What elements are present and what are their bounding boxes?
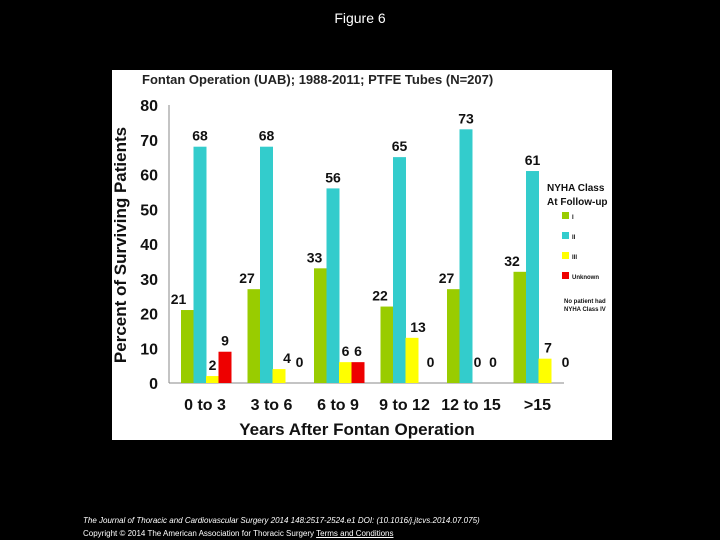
bar-i-4 <box>447 289 460 383</box>
legend-swatch-i <box>562 212 569 219</box>
legend-subtitle: At Follow-up <box>547 197 608 208</box>
y-tick-label: 10 <box>140 341 158 358</box>
bar-i-5 <box>513 271 527 383</box>
bar-ii-2 <box>326 188 340 383</box>
y-tick-label: 50 <box>140 202 158 219</box>
data-label-ii-3: 65 <box>392 138 408 154</box>
x-tick-label: >15 <box>524 397 551 414</box>
bar-ii-3 <box>393 157 406 383</box>
x-tick-label: 3 to 6 <box>251 397 293 414</box>
data-label-iii-5: 7 <box>544 340 552 356</box>
legend-swatch-ii <box>562 232 569 239</box>
data-label-iii-3: 13 <box>410 319 426 335</box>
legend-label-i: I <box>572 215 574 221</box>
footer-copyright-line: Copyright © 2014 The American Associatio… <box>83 529 394 538</box>
figure-title: Figure 6 <box>334 10 386 26</box>
bar-iii-0 <box>206 376 219 383</box>
data-label-unknown-3: 0 <box>427 354 435 370</box>
bar-ii-0 <box>193 146 207 383</box>
bar-chart: Fontan Operation (UAB); 1988-2011; PTFE … <box>112 72 608 439</box>
bar-i-0 <box>181 310 194 383</box>
legend-swatch-unknown <box>562 272 569 279</box>
chart-title: Fontan Operation (UAB); 1988-2011; PTFE … <box>142 72 493 87</box>
footer-citation: The Journal of Thoracic and Cardiovascul… <box>83 516 480 525</box>
chart-figure: Fontan Operation (UAB); 1988-2011; PTFE … <box>112 70 612 440</box>
data-label-iii-4: 0 <box>474 354 482 370</box>
y-tick-label: 60 <box>140 168 158 185</box>
legend-label-iii: III <box>572 255 577 261</box>
x-tick-label: 6 to 9 <box>317 397 359 414</box>
legend-note: No patient had <box>564 299 606 305</box>
data-label-ii-5: 61 <box>525 152 541 168</box>
y-tick-label: 40 <box>140 237 158 254</box>
data-label-ii-4: 73 <box>458 110 474 126</box>
data-label-ii-2: 56 <box>325 169 341 185</box>
x-tick-label: 9 to 12 <box>379 397 430 414</box>
legend-label-ii: II <box>572 235 576 241</box>
y-tick-label: 70 <box>140 133 158 150</box>
data-label-unknown-2: 6 <box>354 343 362 359</box>
data-label-ii-1: 68 <box>259 128 275 144</box>
data-label-unknown-4: 0 <box>489 354 497 370</box>
bar-iii-1 <box>272 369 286 383</box>
legend-swatch-iii <box>562 252 569 259</box>
legend-title: NYHA Class <box>547 183 605 194</box>
x-tick-label: 12 to 15 <box>441 397 501 414</box>
data-label-iii-0: 2 <box>209 357 217 373</box>
y-tick-label: 80 <box>140 98 158 115</box>
terms-link[interactable]: Terms and Conditions <box>316 529 394 538</box>
y-axis-label: Percent of Surviving Patients <box>112 127 130 363</box>
bar-ii-1 <box>260 146 273 383</box>
bar-iii-3 <box>405 337 419 383</box>
data-label-i-3: 22 <box>372 288 388 304</box>
x-tick-label: 0 to 3 <box>184 397 226 414</box>
data-label-ii-0: 68 <box>192 128 208 144</box>
footer-copyright: Copyright © 2014 The American Associatio… <box>83 529 315 538</box>
bar-i-3 <box>380 306 394 383</box>
bar-i-2 <box>314 268 327 383</box>
data-label-i-0: 21 <box>171 291 187 307</box>
bar-iii-2 <box>339 362 352 383</box>
bar-i-1 <box>247 289 261 383</box>
bar-iii-5 <box>538 358 552 383</box>
data-label-unknown-5: 0 <box>562 354 570 370</box>
data-label-unknown-0: 9 <box>221 333 229 349</box>
data-label-i-5: 32 <box>504 253 520 269</box>
data-label-i-4: 27 <box>439 270 455 286</box>
data-label-iii-2: 6 <box>342 343 350 359</box>
data-label-i-1: 27 <box>239 270 255 286</box>
bar-unknown-0 <box>218 351 232 383</box>
data-label-iii-1: 4 <box>283 350 291 366</box>
data-label-i-2: 33 <box>307 249 323 265</box>
bar-unknown-2 <box>351 362 365 383</box>
legend-label-unknown: Unknown <box>572 275 599 281</box>
y-tick-label: 0 <box>149 376 158 393</box>
bar-ii-5 <box>526 171 539 383</box>
y-tick-label: 30 <box>140 272 158 289</box>
bar-ii-4 <box>459 129 473 383</box>
legend-note-line2: NYHA Class IV <box>564 307 606 313</box>
y-tick-label: 20 <box>140 307 158 324</box>
x-axis-label: Years After Fontan Operation <box>239 420 475 439</box>
data-label-unknown-1: 0 <box>296 354 304 370</box>
